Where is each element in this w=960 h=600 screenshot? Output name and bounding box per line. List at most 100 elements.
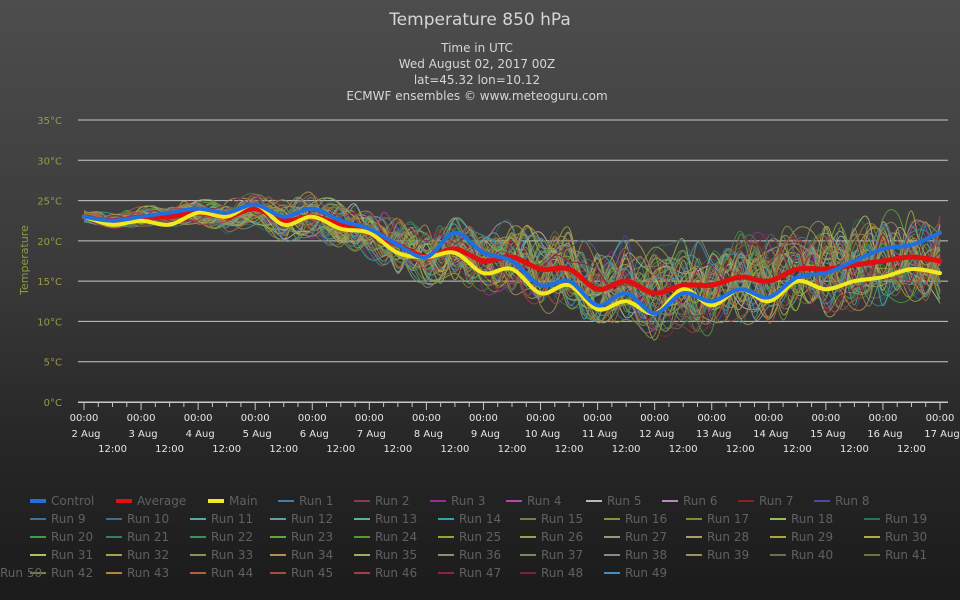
legend-item-label[interactable]: Run 40	[791, 548, 833, 562]
x-tick-noon-label: 12:00	[441, 444, 470, 455]
legend-item-label[interactable]: Run 37	[541, 548, 583, 562]
ensemble-run-line	[83, 197, 941, 321]
x-tick-date-label: 9 Aug	[471, 429, 500, 440]
legend-item-label[interactable]: Run 23	[291, 530, 333, 544]
ensemble-run-line	[83, 194, 941, 324]
legend-item-label[interactable]: Average	[137, 494, 186, 508]
x-tick-date-label: 3 Aug	[129, 429, 158, 440]
legend-item-label[interactable]: Run 1	[299, 494, 333, 508]
x-tick-time-label: 00:00	[869, 413, 898, 424]
legend-item-label[interactable]: Run 11	[211, 512, 253, 526]
legend-item-label[interactable]: Run 38	[625, 548, 667, 562]
legend-item-label[interactable]: Run 21	[127, 530, 169, 544]
x-tick-date-label: 13 Aug	[696, 429, 731, 440]
legend-item-label[interactable]: Run 27	[625, 530, 667, 544]
chart-subtitle-line-3: lat=45.32 lon=10.12	[414, 73, 540, 87]
y-gridlines	[78, 119, 948, 403]
legend-item-label[interactable]: Run 33	[211, 548, 253, 562]
x-tick-time-label: 00:00	[469, 413, 498, 424]
legend-item-label[interactable]: Run 32	[127, 548, 169, 562]
legend-item-label[interactable]: Run 43	[127, 566, 169, 580]
legend-item-label[interactable]: Run 16	[625, 512, 667, 526]
legend-item-label[interactable]: Run 41	[885, 548, 927, 562]
legend-item-label[interactable]: Run 5	[607, 494, 641, 508]
x-tick-noon-label: 12:00	[555, 444, 584, 455]
legend-item-label[interactable]: Run 7	[759, 494, 793, 508]
legend-item-label[interactable]: Run 46	[375, 566, 417, 580]
legend-item-label[interactable]: Run 39	[707, 548, 749, 562]
legend-item-label[interactable]: Main	[229, 494, 258, 508]
legend-item-label[interactable]: Run 10	[127, 512, 169, 526]
chart-title: Temperature 850 hPa	[388, 10, 571, 30]
y-tick-label: 30°C	[37, 156, 62, 167]
legend-item-label[interactable]: Run 12	[291, 512, 333, 526]
x-tick-noon-label: 12:00	[498, 444, 527, 455]
legend-item-label[interactable]: Run 28	[707, 530, 749, 544]
legend-item-label[interactable]: Run 30	[885, 530, 927, 544]
legend-item-label[interactable]: Run 15	[541, 512, 583, 526]
x-tick-time-label: 00:00	[697, 413, 726, 424]
legend-item-label[interactable]: Run 25	[459, 530, 501, 544]
legend-item-label[interactable]: Run 17	[707, 512, 749, 526]
ensemble-run-line	[83, 197, 941, 321]
y-axis-label: Temperature	[18, 225, 31, 296]
x-tick-noon-label: 12:00	[612, 444, 641, 455]
legend-item-label[interactable]: Run 45	[291, 566, 333, 580]
legend-item-label[interactable]: Run 14	[459, 512, 501, 526]
chart-subtitle-line-4: ECMWF ensembles © www.meteoguru.com	[346, 89, 607, 103]
legend-item-label[interactable]: Run 35	[375, 548, 417, 562]
x-tick-time-label: 00:00	[70, 413, 99, 424]
x-tick-date-label: 6 Aug	[300, 429, 329, 440]
x-tick-date-label: 4 Aug	[186, 429, 215, 440]
legend-item-label[interactable]: Run 19	[885, 512, 927, 526]
legend-item-label[interactable]: Run 42	[51, 566, 93, 580]
legend-item-label[interactable]: Run 26	[541, 530, 583, 544]
x-tick-date-label: 14 Aug	[753, 429, 788, 440]
x-tick-noon-label: 12:00	[326, 444, 355, 455]
legend-item-label[interactable]: Run 47	[459, 566, 501, 580]
legend-item-label[interactable]: Run 44	[211, 566, 253, 580]
x-tick-date-label: 15 Aug	[810, 429, 845, 440]
legend-item-label[interactable]: Run 22	[211, 530, 253, 544]
x-tick-time-label: 00:00	[754, 413, 783, 424]
ensemble-run-line	[83, 201, 941, 332]
legend-item-label[interactable]: Run 49	[625, 566, 667, 580]
legend-item-label[interactable]: Run 4	[527, 494, 561, 508]
y-tick-label: 35°C	[37, 116, 62, 127]
legend-item-label[interactable]: Run 50	[0, 566, 42, 580]
y-tick-label: 20°C	[37, 237, 62, 248]
legend-item-label[interactable]: Run 36	[459, 548, 501, 562]
x-tick-date-label: 17 Aug	[924, 429, 959, 440]
x-tick-noon-label: 12:00	[383, 444, 412, 455]
x-tick-noon-label: 12:00	[98, 444, 127, 455]
x-tick-noon-label: 12:00	[669, 444, 698, 455]
legend-item-label[interactable]: Run 31	[51, 548, 93, 562]
chart-subtitle-line-1: Time in UTC	[440, 41, 513, 55]
x-tick-time-label: 00:00	[241, 413, 270, 424]
legend-item-label[interactable]: Run 29	[791, 530, 833, 544]
legend-item-label[interactable]: Run 8	[835, 494, 869, 508]
y-tick-label: 5°C	[44, 358, 62, 369]
legend-item-label[interactable]: Run 13	[375, 512, 417, 526]
legend-item-label[interactable]: Run 34	[291, 548, 333, 562]
legend-item-label[interactable]: Run 9	[51, 512, 85, 526]
series-line-main	[82, 202, 942, 316]
legend-item-label[interactable]: Run 18	[791, 512, 833, 526]
legend-item-label[interactable]: Run 3	[451, 494, 485, 508]
x-tick-time-label: 00:00	[298, 413, 327, 424]
x-tick-time-label: 00:00	[526, 413, 555, 424]
legend-item-label[interactable]: Run 24	[375, 530, 417, 544]
legend: Control Average Main Run 1 Run 2 Run 3 Run 4 Ru…	[0, 494, 927, 580]
legend-item-label[interactable]: Run 48	[541, 566, 583, 580]
legend-item-label[interactable]: Control	[51, 494, 94, 508]
y-tick-label: 10°C	[37, 317, 62, 328]
x-tick-date-label: 10 Aug	[525, 429, 560, 440]
legend-item-label[interactable]: Run 2	[375, 494, 409, 508]
legend-item-label[interactable]: Run 20	[51, 530, 93, 544]
x-tick-time-label: 00:00	[355, 413, 384, 424]
x-tick-date-label: 8 Aug	[414, 429, 443, 440]
legend-item-label[interactable]: Run 6	[683, 494, 717, 508]
x-tick-noon-label: 12:00	[897, 444, 926, 455]
